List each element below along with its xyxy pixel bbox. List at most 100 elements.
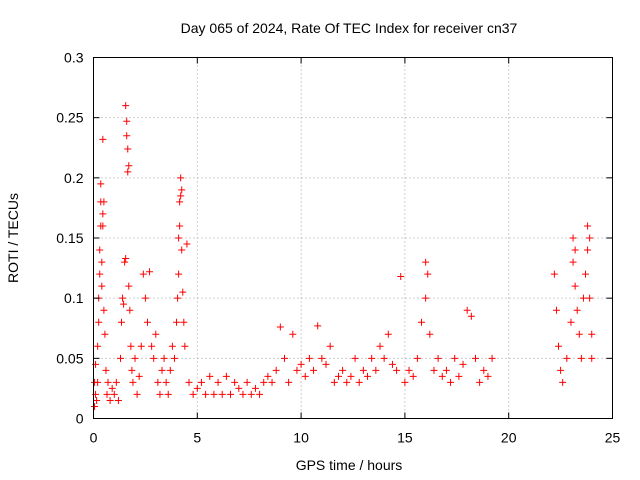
y-tick-label: 0 <box>76 411 84 427</box>
data-point <box>98 282 106 290</box>
data-point <box>582 270 590 278</box>
data-point <box>100 198 108 206</box>
y-axis-ticks: 0 0.05 0.1 0.15 0.2 0.25 0.3 <box>56 50 613 427</box>
data-point <box>268 378 276 386</box>
data-point <box>127 342 135 350</box>
data-point <box>422 294 430 302</box>
data-point <box>260 378 268 386</box>
data-point <box>103 390 111 398</box>
data-point <box>179 288 187 296</box>
data-point <box>110 390 118 398</box>
data-point <box>397 273 405 281</box>
data-point <box>393 366 401 374</box>
y-tick-label: 0.05 <box>56 350 83 366</box>
data-point <box>180 318 188 326</box>
data-point <box>384 330 392 338</box>
data-point <box>112 378 120 386</box>
data-point <box>177 192 185 200</box>
data-point <box>442 366 450 374</box>
data-point <box>126 306 134 314</box>
data-point <box>99 210 107 218</box>
data-point <box>447 378 455 386</box>
data-point <box>116 354 124 362</box>
data-point <box>409 372 417 380</box>
data-point <box>93 396 101 404</box>
data-point <box>206 372 214 380</box>
data-point <box>119 294 127 302</box>
data-point <box>586 294 594 302</box>
data-point <box>95 318 103 326</box>
data-point <box>557 366 565 374</box>
data-point <box>154 378 162 386</box>
data-point <box>251 384 259 392</box>
data-point <box>571 282 579 290</box>
y-tick-label: 0.3 <box>64 50 84 66</box>
x-tick-label: 0 <box>90 430 98 446</box>
data-point <box>122 254 130 262</box>
data-point <box>162 378 170 386</box>
data-point <box>467 312 475 320</box>
data-point <box>210 390 218 398</box>
y-tick-label: 0.15 <box>56 230 83 246</box>
data-point <box>121 258 129 266</box>
data-point <box>118 318 126 326</box>
data-point <box>183 240 191 248</box>
data-point <box>101 330 109 338</box>
data-point <box>471 354 479 362</box>
data-point <box>476 378 484 386</box>
data-point <box>586 234 594 242</box>
data-point <box>326 342 334 350</box>
data-point <box>166 366 174 374</box>
data-point <box>102 366 110 374</box>
data-point <box>380 354 388 362</box>
data-point <box>178 186 186 194</box>
data-point <box>322 360 330 368</box>
data-point <box>588 330 596 338</box>
data-point <box>135 372 143 380</box>
data-point <box>438 372 446 380</box>
data-point <box>455 372 463 380</box>
data-point <box>114 396 122 404</box>
data-point <box>218 390 226 398</box>
data-point <box>181 342 189 350</box>
data-point <box>143 318 151 326</box>
data-point <box>301 372 309 380</box>
data-point <box>563 354 571 362</box>
data-point <box>175 234 183 242</box>
data-point <box>276 323 284 331</box>
data-point <box>359 366 367 374</box>
data-point <box>124 145 132 153</box>
data-point <box>128 366 136 374</box>
data-point <box>106 396 114 404</box>
data-point <box>108 384 116 392</box>
data-point <box>463 306 471 314</box>
data-point <box>343 378 351 386</box>
data-point <box>170 354 178 362</box>
data-point <box>97 180 105 188</box>
y-tick-label: 0.25 <box>56 110 83 126</box>
data-point <box>150 354 158 362</box>
data-point <box>177 174 185 182</box>
data-point <box>227 390 235 398</box>
data-point <box>364 372 372 380</box>
data-point <box>139 270 147 278</box>
data-point <box>388 360 396 368</box>
data-point <box>141 294 149 302</box>
data-point <box>569 234 577 242</box>
data-point <box>418 318 426 326</box>
data-point <box>197 378 205 386</box>
data-point <box>584 246 592 254</box>
data-point <box>484 372 492 380</box>
data-point <box>280 354 288 362</box>
data-point <box>569 258 577 266</box>
data-point <box>94 342 102 350</box>
data-point <box>146 268 154 276</box>
y-tick-label: 0.1 <box>64 290 84 306</box>
data-point <box>310 366 318 374</box>
data-point <box>355 378 363 386</box>
data-point <box>413 354 421 362</box>
data-point <box>368 354 376 362</box>
data-point <box>173 318 181 326</box>
data-point <box>176 198 184 206</box>
data-point <box>235 384 243 392</box>
